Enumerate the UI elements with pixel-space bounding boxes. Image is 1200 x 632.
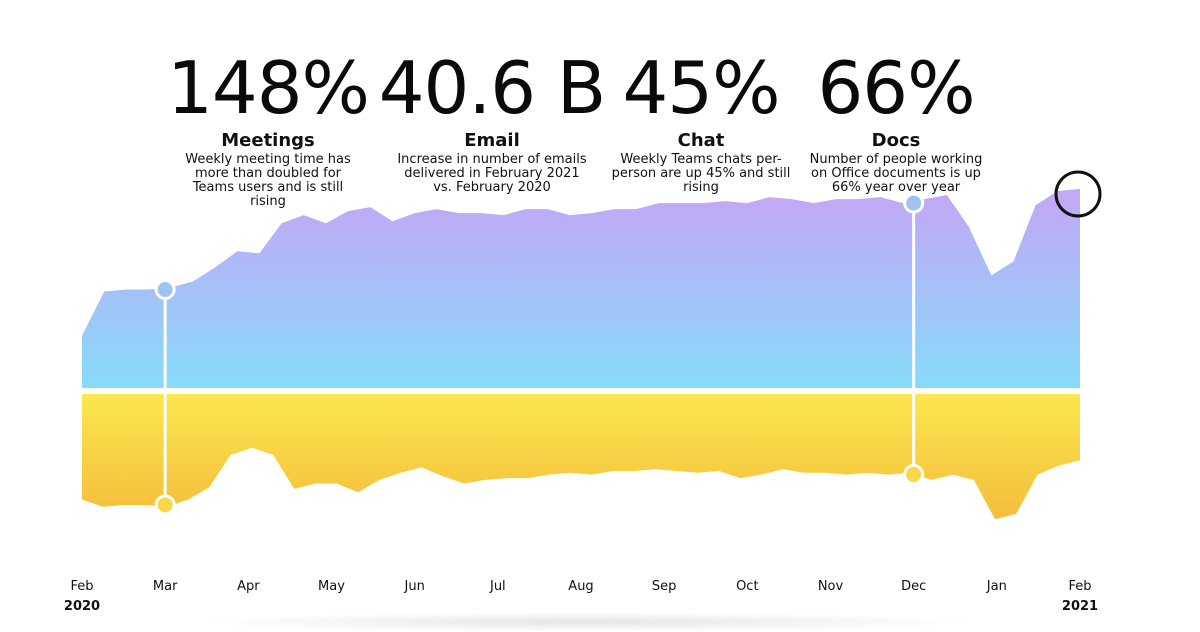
marker-dot-lower-0[interactable] xyxy=(154,494,176,516)
x-tick-label: Jul xyxy=(489,579,506,594)
stat-meetings-desc: Weekly meeting time has more than double… xyxy=(185,152,351,209)
marker-dot-upper-1[interactable] xyxy=(903,192,925,214)
stat-docs-value: 66% xyxy=(817,46,975,130)
series-lower-area xyxy=(82,391,1080,520)
x-tick-label: Feb xyxy=(70,579,93,594)
bottom-shadow xyxy=(190,612,980,632)
x-tick-label: Feb xyxy=(1068,579,1091,594)
x-tick-label: Apr xyxy=(237,579,260,594)
stat-email-value: 40.6 B xyxy=(378,46,607,130)
end-marker-ring[interactable] xyxy=(1054,170,1102,218)
stat-email-desc: Increase in number of emails delivered i… xyxy=(397,152,587,195)
x-tick-label: Jan xyxy=(986,579,1007,594)
stat-meetings: 148% Meetings Weekly meeting time has mo… xyxy=(153,48,383,209)
x-tick-label: Aug xyxy=(568,579,593,594)
stat-email: 40.6 B Email Increase in number of email… xyxy=(377,48,607,195)
x-year-label: 2021 xyxy=(1062,599,1098,614)
stat-docs: 66% Docs Number of people working on Off… xyxy=(781,48,1011,195)
marker-dot-upper-0[interactable] xyxy=(154,279,176,301)
x-tick-label: Sep xyxy=(652,579,677,594)
stat-docs-name: Docs xyxy=(871,130,921,151)
x-tick-label: Dec xyxy=(901,579,926,594)
x-tick-label: Mar xyxy=(153,579,178,594)
center-divider xyxy=(82,388,1080,394)
x-tick-label: Jun xyxy=(404,579,425,594)
x-tick-label: Nov xyxy=(818,579,844,594)
marker-dot-lower-1[interactable] xyxy=(903,464,925,486)
stat-meetings-name: Meetings xyxy=(221,130,315,151)
stat-email-name: Email xyxy=(464,130,520,151)
stat-chat-desc: Weekly Teams chats per-person are up 45%… xyxy=(611,152,791,195)
stat-docs-desc: Number of people working on Office docum… xyxy=(809,152,983,195)
series-upper-area xyxy=(82,189,1080,391)
stat-chat-value: 45% xyxy=(622,46,780,130)
stat-chat-name: Chat xyxy=(677,130,725,151)
x-tick-label: May xyxy=(318,579,345,594)
stat-meetings-value: 148% xyxy=(167,46,370,130)
x-tick-label: Oct xyxy=(736,579,758,594)
stat-chat: 45% Chat Weekly Teams chats per-person a… xyxy=(586,48,816,195)
x-year-label: 2020 xyxy=(64,599,100,614)
